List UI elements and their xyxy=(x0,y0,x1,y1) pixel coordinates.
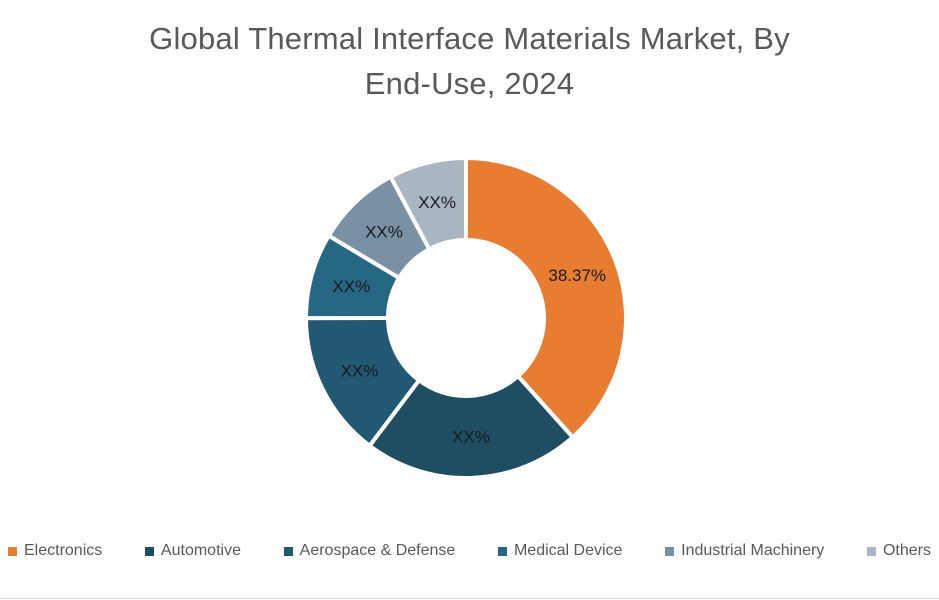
slice-label-automotive: XX% xyxy=(452,427,490,446)
legend-marker-others xyxy=(866,546,876,556)
legend-item-automotive: Automotive xyxy=(144,542,241,560)
donut-chart: 38.37% XX% XX% XX% XX% XX% xyxy=(303,155,628,480)
pie-slice-automotive xyxy=(366,373,576,480)
legend-item-medical-device: Medical Device xyxy=(497,542,623,560)
legend-label-others: Others xyxy=(882,542,931,559)
chart-title-line1: Global Thermal Interface Materials Marke… xyxy=(149,21,790,56)
legend-marker-aerospace-defense xyxy=(283,546,293,556)
pie-slice-electronics xyxy=(464,155,628,441)
legend-label-aerospace-defense: Aerospace & Defense xyxy=(299,542,456,559)
chart-title: Global Thermal Interface Materials Marke… xyxy=(0,16,939,106)
legend-label-medical-device: Medical Device xyxy=(513,542,623,559)
legend-item-aerospace-defense: Aerospace & Defense xyxy=(283,542,456,560)
slice-label-others: XX% xyxy=(418,193,456,212)
slice-label-electronics: 38.37% xyxy=(548,266,606,285)
legend-marker-electronics xyxy=(8,546,17,556)
chart-title-line2: End-Use, 2024 xyxy=(364,66,575,101)
legend-item-industrial-machinery: Industrial Machinery xyxy=(665,542,824,560)
slice-label-medical-device: XX% xyxy=(332,277,370,296)
slice-label-industrial-machinery: XX% xyxy=(365,222,403,241)
legend-label-electronics: Electronics xyxy=(24,542,103,559)
legend-item-electronics: Electronics xyxy=(8,542,102,560)
legend-marker-automotive xyxy=(144,546,154,556)
legend: Electronics Automotive Aerospace & Defense… xyxy=(0,542,939,560)
pie-slice-aerospace-defense xyxy=(303,316,422,449)
slice-label-aerospace-defense: XX% xyxy=(341,362,379,381)
legend-label-automotive: Automotive xyxy=(160,542,241,559)
pie-slice-others xyxy=(387,155,468,252)
legend-marker-medical-device xyxy=(497,546,507,556)
bottom-divider xyxy=(0,598,939,599)
legend-item-others: Others xyxy=(866,542,931,560)
legend-marker-industrial-machinery xyxy=(665,546,675,556)
legend-label-industrial-machinery: Industrial Machinery xyxy=(681,542,825,559)
